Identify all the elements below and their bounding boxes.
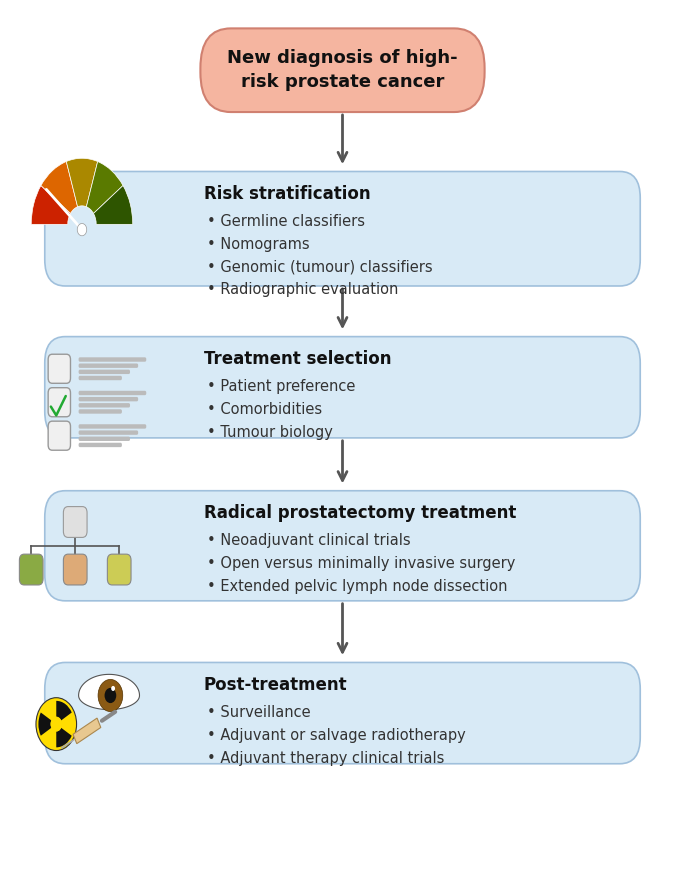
Circle shape <box>77 223 87 236</box>
FancyBboxPatch shape <box>45 662 640 764</box>
Text: • Tumour biology: • Tumour biology <box>207 425 333 440</box>
Text: • Open versus minimally invasive surgery: • Open versus minimally invasive surgery <box>207 556 516 571</box>
Text: • Adjuvant or salvage radiotherapy: • Adjuvant or salvage radiotherapy <box>207 727 466 742</box>
FancyBboxPatch shape <box>79 403 130 407</box>
Text: • Nomograms: • Nomograms <box>207 236 310 252</box>
Text: • Genomic (tumour) classifiers: • Genomic (tumour) classifiers <box>207 260 433 275</box>
FancyBboxPatch shape <box>19 554 43 585</box>
Text: New diagnosis of high-
risk prostate cancer: New diagnosis of high- risk prostate can… <box>227 49 458 92</box>
FancyBboxPatch shape <box>79 376 122 380</box>
Polygon shape <box>79 675 140 709</box>
Polygon shape <box>73 718 101 744</box>
Circle shape <box>105 688 116 703</box>
FancyBboxPatch shape <box>48 421 71 450</box>
FancyBboxPatch shape <box>79 370 130 374</box>
Text: • Extended pelvic lymph node dissection: • Extended pelvic lymph node dissection <box>207 579 508 594</box>
Circle shape <box>36 698 77 750</box>
Wedge shape <box>41 162 77 213</box>
FancyBboxPatch shape <box>64 507 87 538</box>
Wedge shape <box>56 701 72 720</box>
Wedge shape <box>32 186 71 224</box>
Circle shape <box>98 679 123 711</box>
Text: Risk stratification: Risk stratification <box>203 185 371 203</box>
FancyBboxPatch shape <box>108 554 131 585</box>
Text: Radical prostatectomy treatment: Radical prostatectomy treatment <box>203 504 516 522</box>
FancyBboxPatch shape <box>79 430 138 435</box>
FancyBboxPatch shape <box>79 443 122 447</box>
Wedge shape <box>38 712 51 736</box>
Text: • Comorbidities: • Comorbidities <box>207 402 322 417</box>
Wedge shape <box>66 158 98 207</box>
Wedge shape <box>86 162 123 213</box>
Text: • Neoadjuvant clinical trials: • Neoadjuvant clinical trials <box>207 533 411 548</box>
FancyBboxPatch shape <box>79 436 130 441</box>
FancyBboxPatch shape <box>45 491 640 601</box>
FancyBboxPatch shape <box>45 337 640 438</box>
FancyBboxPatch shape <box>64 554 87 585</box>
Wedge shape <box>93 186 133 224</box>
FancyBboxPatch shape <box>79 391 147 396</box>
FancyBboxPatch shape <box>48 354 71 383</box>
Circle shape <box>111 686 115 691</box>
FancyBboxPatch shape <box>79 424 147 428</box>
Text: • Germline classifiers: • Germline classifiers <box>207 213 365 228</box>
FancyBboxPatch shape <box>48 388 71 417</box>
Text: Post-treatment: Post-treatment <box>203 676 347 693</box>
FancyBboxPatch shape <box>201 28 484 112</box>
FancyBboxPatch shape <box>45 172 640 286</box>
FancyBboxPatch shape <box>79 364 138 368</box>
Circle shape <box>51 717 62 732</box>
Text: • Surveillance: • Surveillance <box>207 705 311 720</box>
Wedge shape <box>56 728 72 748</box>
FancyBboxPatch shape <box>79 397 138 401</box>
Text: Treatment selection: Treatment selection <box>203 350 391 368</box>
Text: • Radiographic evaluation: • Radiographic evaluation <box>207 283 399 298</box>
FancyBboxPatch shape <box>79 357 147 362</box>
Text: • Patient preference: • Patient preference <box>207 379 356 394</box>
FancyBboxPatch shape <box>79 409 122 413</box>
Text: • Adjuvant therapy clinical trials: • Adjuvant therapy clinical trials <box>207 750 445 765</box>
